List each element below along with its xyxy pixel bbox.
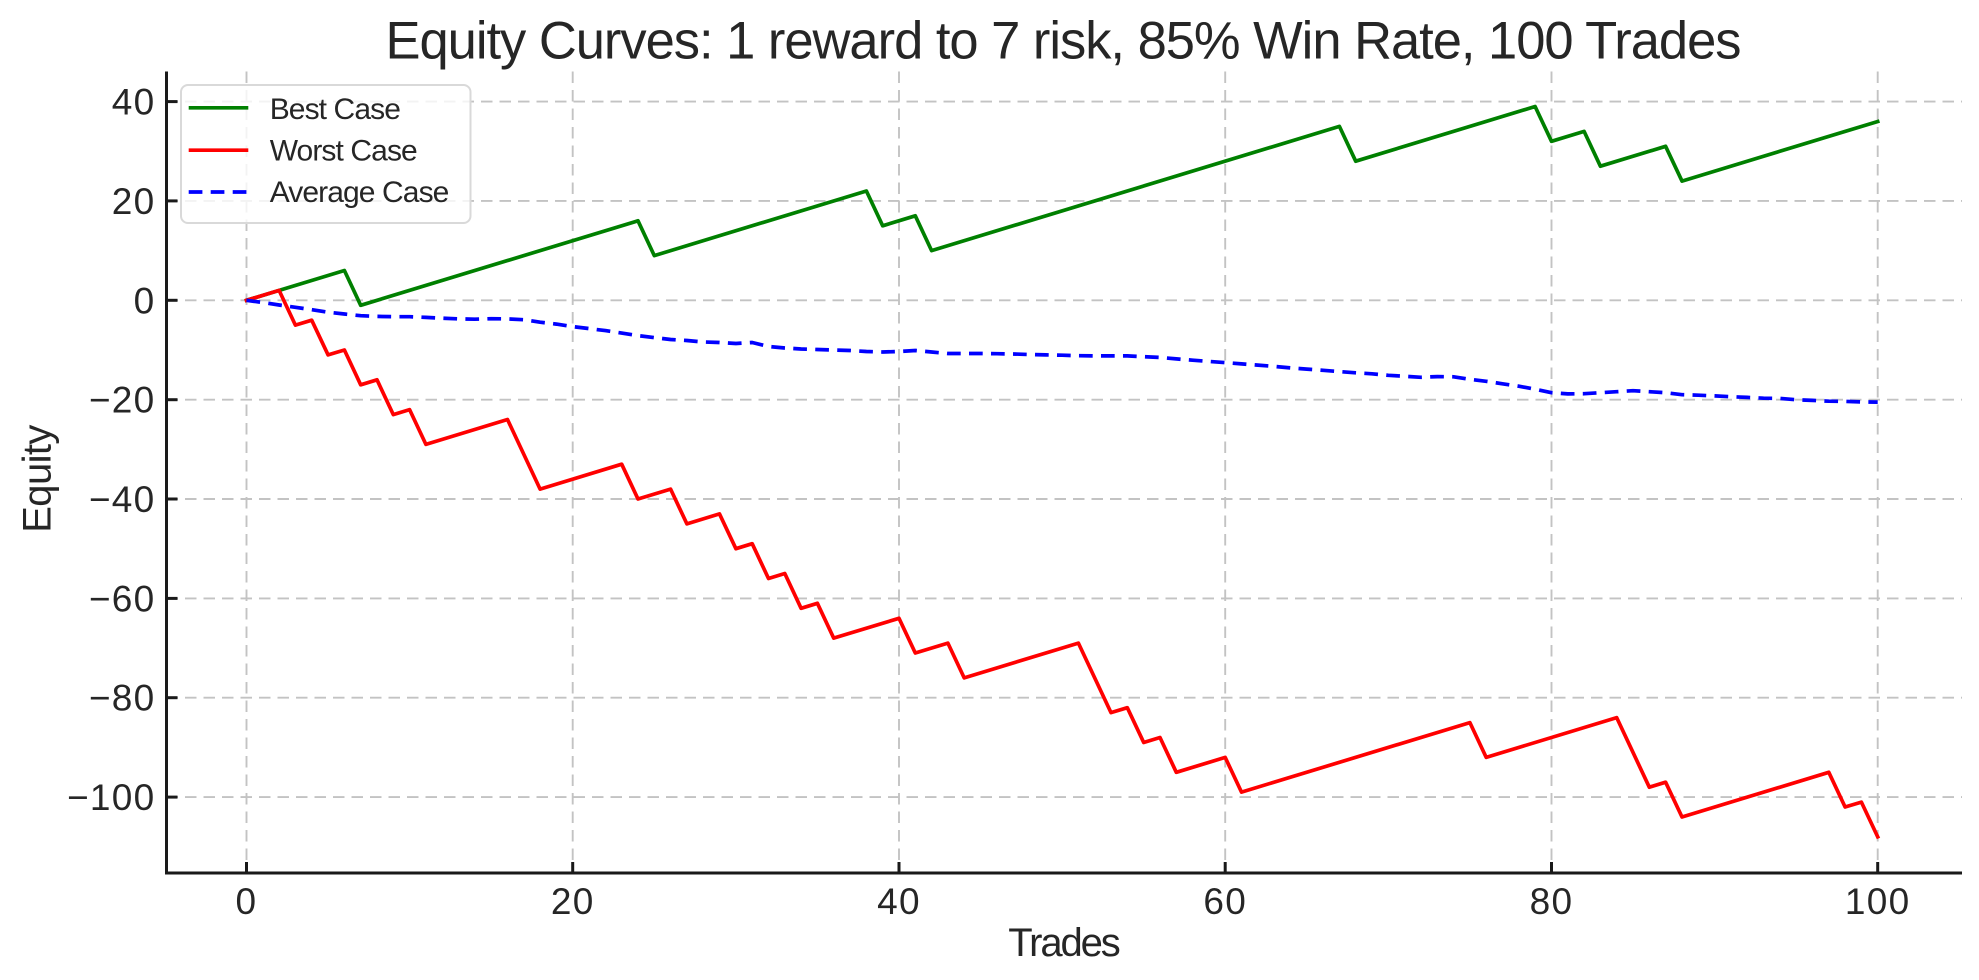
svg-text:60: 60: [1203, 881, 1247, 922]
svg-text:0: 0: [134, 280, 156, 321]
svg-text:−20: −20: [89, 380, 156, 421]
svg-text:−80: −80: [89, 678, 156, 719]
svg-text:Equity Curves: 1 reward to 7 r: Equity Curves: 1 reward to 7 risk, 85% W…: [385, 12, 1740, 71]
svg-text:40: 40: [877, 881, 921, 922]
svg-text:100: 100: [1845, 881, 1911, 922]
svg-text:20: 20: [551, 881, 595, 922]
svg-text:Worst Case: Worst Case: [270, 134, 417, 167]
svg-text:Average Case: Average Case: [270, 176, 449, 209]
svg-text:Equity: Equity: [16, 425, 60, 533]
svg-text:−100: −100: [67, 777, 156, 818]
svg-text:−60: −60: [89, 578, 156, 619]
svg-text:40: 40: [112, 82, 156, 123]
svg-text:80: 80: [1530, 881, 1574, 922]
svg-text:Trades: Trades: [1008, 921, 1120, 965]
svg-text:Best Case: Best Case: [270, 93, 401, 126]
svg-text:20: 20: [112, 181, 156, 222]
svg-text:−40: −40: [89, 479, 156, 520]
svg-text:0: 0: [236, 881, 258, 922]
